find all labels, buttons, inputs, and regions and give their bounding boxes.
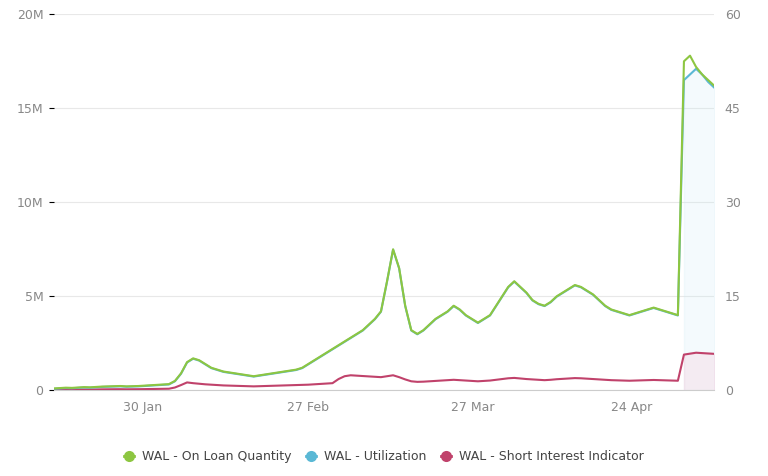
- Legend: WAL - On Loan Quantity, WAL - Utilization, WAL - Short Interest Indicator: WAL - On Loan Quantity, WAL - Utilizatio…: [120, 446, 648, 468]
